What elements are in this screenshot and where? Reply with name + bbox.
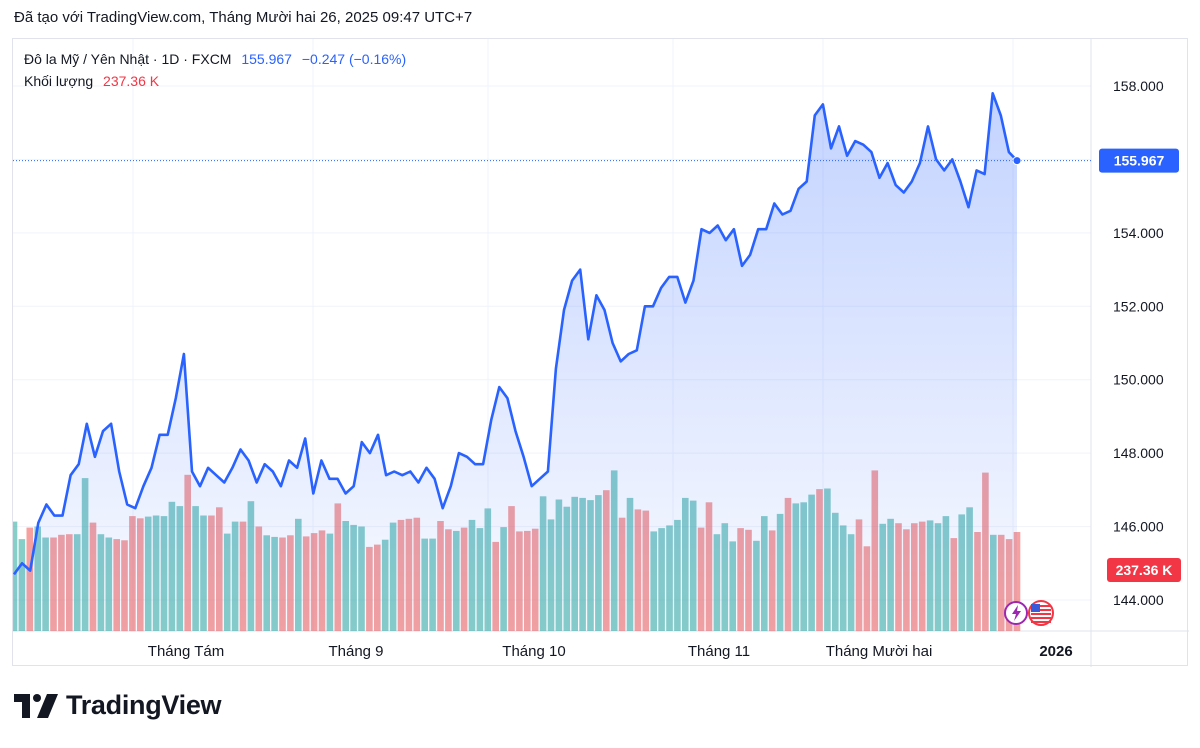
volume-label[interactable]: Khối lượng xyxy=(24,73,94,89)
price-change: −0.247 (−0.16%) xyxy=(301,51,407,67)
x-tick-label: Tháng 11 xyxy=(688,643,750,660)
lightning-icon[interactable] xyxy=(1004,601,1028,625)
y-tick-label: 154.000 xyxy=(1113,225,1164,241)
legend-row-volume: Khối lượng 237.36 K xyxy=(24,70,406,92)
volume-value: 237.36 K xyxy=(103,73,160,89)
legend-row-price: Đô la Mỹ / Yên Nhật · 1D · FXCM 155.967 … xyxy=(24,48,406,70)
price-line xyxy=(13,92,1018,576)
last-price: 155.967 xyxy=(241,51,292,67)
y-tick-label: 150.000 xyxy=(1113,372,1164,388)
x-tick-label: Tháng 10 xyxy=(502,643,565,660)
us-flag-icon[interactable] xyxy=(1028,600,1054,626)
symbol-label[interactable]: Đô la Mỹ / Yên Nhật · 1D · FXCM xyxy=(24,51,232,67)
last-price-badge-text: 155.967 xyxy=(1114,153,1165,169)
tradingview-logo-text: TradingView xyxy=(66,690,222,720)
y-tick-label: 158.000 xyxy=(1113,78,1164,94)
y-tick-label: 144.000 xyxy=(1113,592,1164,608)
x-tick-label: 2026 xyxy=(1039,643,1072,660)
legend: Đô la Mỹ / Yên Nhật · 1D · FXCM 155.967 … xyxy=(24,48,406,92)
last-volume-badge-text: 237.36 K xyxy=(1116,562,1173,578)
y-tick-label: 146.000 xyxy=(1113,519,1164,535)
last-price-dot xyxy=(1012,156,1022,166)
price-chart[interactable]: 158.000 154.000 152.000 150.000 148.000 146.0… xyxy=(13,39,1189,667)
price-area xyxy=(14,93,1017,632)
y-tick-label: 152.000 xyxy=(1113,298,1164,314)
tradingview-logo-icon xyxy=(14,693,58,718)
x-tick-label: Tháng Tám xyxy=(148,643,224,660)
last-price-badge xyxy=(1099,148,1179,173)
x-tick-label: Tháng Mười hai xyxy=(826,643,933,660)
tradingview-logo[interactable]: TradingView xyxy=(14,690,222,721)
chart-caption: Đã tạo với TradingView.com, Tháng Mười h… xyxy=(14,9,473,26)
last-volume-badge xyxy=(1107,558,1181,582)
y-tick-label: 148.000 xyxy=(1113,445,1164,461)
chart-frame[interactable]: 158.000 154.000 152.000 150.000 148.000 146.0… xyxy=(12,38,1189,667)
x-tick-label: Tháng 9 xyxy=(328,643,383,660)
